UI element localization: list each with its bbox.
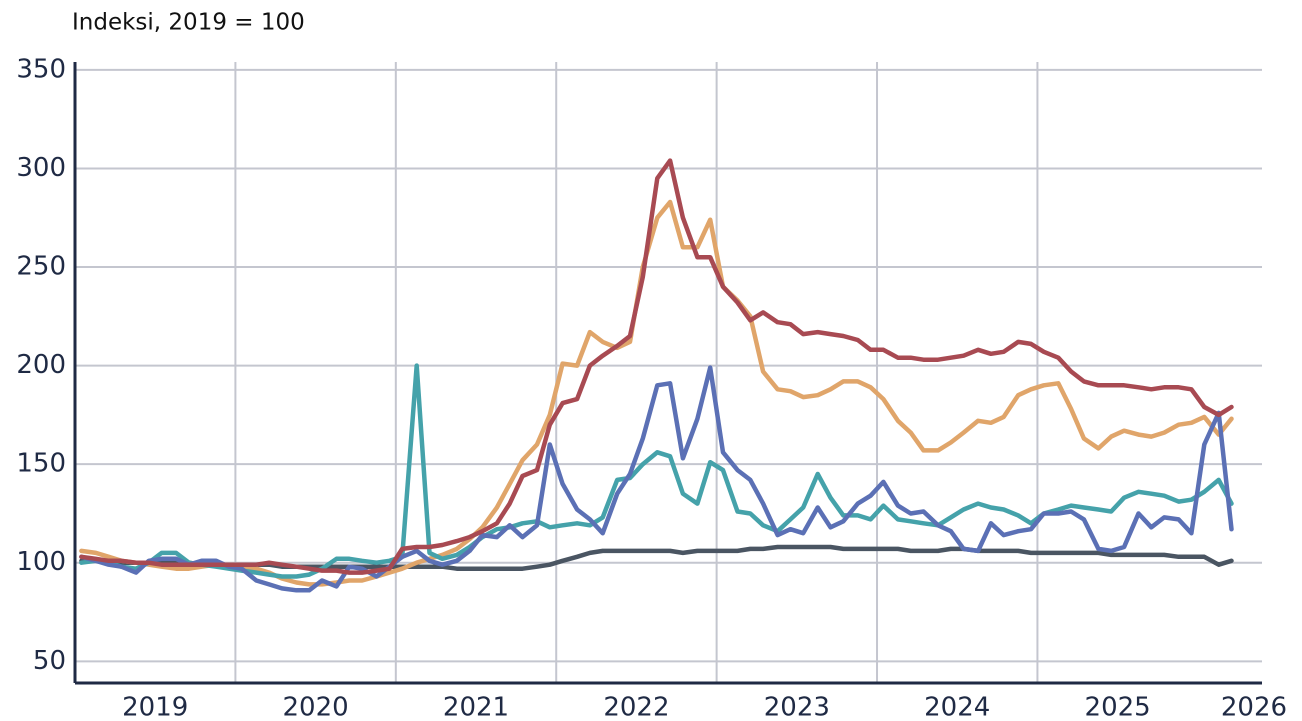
x-tick-label: 2022 xyxy=(603,693,669,721)
x-tick-label: 2023 xyxy=(764,693,830,721)
series-line xyxy=(79,363,1234,579)
x-tick-label: 2024 xyxy=(924,693,990,721)
y-tick-label: 250 xyxy=(16,252,66,282)
y-tick-label: 300 xyxy=(16,153,66,183)
series-line xyxy=(79,365,1234,593)
y-tick-label: 350 xyxy=(16,54,66,84)
series-line xyxy=(79,158,1234,575)
y-tick-label: 100 xyxy=(16,547,66,577)
chart-title: Indeksi, 2019 = 100 xyxy=(72,10,305,36)
x-tick-label: 2025 xyxy=(1085,693,1151,721)
x-tick-label: 2020 xyxy=(283,693,349,721)
y-tick-label: 150 xyxy=(16,449,66,479)
x-tick-label: 2019 xyxy=(122,693,188,721)
x-tick-label: 2021 xyxy=(443,693,509,721)
y-tick-label: 50 xyxy=(33,646,66,676)
x-tick-label: 2026 xyxy=(1221,693,1287,721)
y-tick-label: 200 xyxy=(16,350,66,380)
